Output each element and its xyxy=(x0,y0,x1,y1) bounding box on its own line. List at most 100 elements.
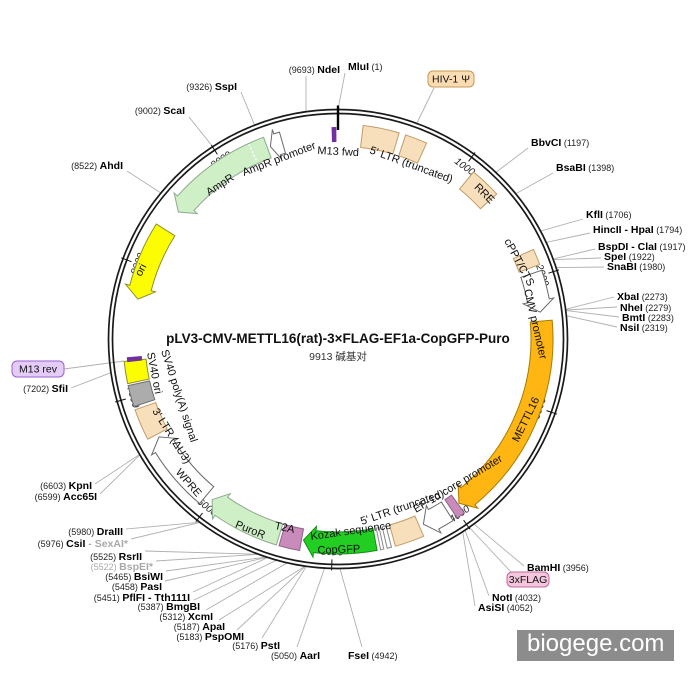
site-hinciihpai[interactable]: HincII - HpaI (1794) xyxy=(593,224,682,236)
site-csii[interactable]: (5976) CsiI - SexAI* xyxy=(38,538,129,550)
copgfp-cds-feature[interactable] xyxy=(302,524,378,559)
tick-4000 xyxy=(463,519,471,530)
ampr-signal-divider xyxy=(248,144,257,161)
tick-1000 xyxy=(468,152,476,162)
leader-line xyxy=(240,91,255,125)
site-draiii[interactable]: (5980) DraIII xyxy=(68,526,123,538)
leader-line xyxy=(218,566,305,621)
leader-line xyxy=(566,306,618,311)
site-nhei[interactable]: NheI (2279) xyxy=(620,302,671,314)
site-spei[interactable]: SpeI (1922) xyxy=(604,251,655,263)
site-apai[interactable]: (5187) ApaI xyxy=(174,621,225,633)
backbone-outer-circle xyxy=(107,108,569,570)
leader-line xyxy=(468,526,512,573)
puror-cds-feature[interactable] xyxy=(211,492,284,546)
site-kfli[interactable]: KflI (1706) xyxy=(586,209,631,221)
leader-line xyxy=(99,454,140,495)
leader-line xyxy=(416,87,435,124)
t2a-feature[interactable] xyxy=(278,523,305,552)
3xflag-tag-feature[interactable] xyxy=(444,494,466,519)
kozak-sequence-b-feature[interactable] xyxy=(375,526,385,551)
site-bspdiclai[interactable]: BspDI - ClaI (1917) xyxy=(598,241,685,253)
leader-line xyxy=(464,530,490,597)
site-sspi[interactable]: (9326) SspI xyxy=(186,81,237,93)
3xflag-pill[interactable]: 3xFLAG xyxy=(506,571,550,588)
site-bsabi[interactable]: BsaBI (1398) xyxy=(556,162,614,174)
leader-line xyxy=(565,296,615,310)
site-bamhi[interactable]: BamHI (3956) xyxy=(527,562,589,574)
rre-feature[interactable] xyxy=(458,171,498,210)
leader-line xyxy=(474,523,525,567)
site-asisi[interactable]: AsiSI (4052) xyxy=(478,602,533,614)
site-pspomi[interactable]: (5183) PspOMI xyxy=(176,631,244,643)
ori-feature[interactable] xyxy=(124,223,176,300)
site-scai[interactable]: (9002) ScaI xyxy=(135,105,185,117)
site-mlui[interactable]: MluI (1) xyxy=(348,61,383,73)
three-ltr-du3-feature[interactable] xyxy=(134,401,168,440)
leader-line xyxy=(165,556,266,572)
leader-line xyxy=(553,257,602,261)
sv40-ori-feature[interactable] xyxy=(123,358,150,385)
kozak-sequence-a-feature[interactable] xyxy=(381,525,393,549)
site-ndei[interactable]: (9693) NdeI xyxy=(289,64,340,76)
leader-line xyxy=(94,454,140,485)
site-ahdi[interactable]: (8522) AhdI xyxy=(71,160,123,172)
tick-2000 xyxy=(548,269,560,274)
site-xbai[interactable]: XbaI (2273) xyxy=(617,291,668,303)
site-bbvci[interactable]: BbvCI (1197) xyxy=(531,137,589,149)
m13-rev-primer-marker[interactable] xyxy=(126,356,143,363)
leader-line xyxy=(193,560,277,601)
leader-line xyxy=(70,372,111,389)
m13-fwd-label: M13 fwd xyxy=(317,145,359,159)
m13-rev-pill[interactable]: M13 rev xyxy=(11,360,65,378)
mettl16-cds-feature[interactable] xyxy=(457,319,554,510)
leader-line xyxy=(130,522,200,540)
ampr-promoter-feature[interactable] xyxy=(269,129,287,160)
site-bsiwi[interactable]: (5465) BsiWI xyxy=(105,571,163,583)
site-acc65i[interactable]: (6599) Acc65I xyxy=(35,491,97,503)
copgfp-label: CopGFP xyxy=(317,543,360,556)
ampr-cds-feature[interactable] xyxy=(173,136,272,215)
ef1a-core-promoter-feature[interactable] xyxy=(422,501,454,535)
site-psti[interactable]: (5176) PstI xyxy=(232,640,280,652)
leader-line xyxy=(126,170,161,194)
cmv-promoter-feature[interactable] xyxy=(520,269,556,313)
site-rsrii[interactable]: (5525) RsrII xyxy=(90,551,142,563)
site-pasi[interactable]: (5458) PasI xyxy=(112,581,162,593)
wpre-feature[interactable] xyxy=(150,436,215,505)
cppt-cts-feature[interactable] xyxy=(512,248,541,273)
leader-line xyxy=(337,72,346,110)
five-ltr-truncated-top-feature[interactable] xyxy=(360,124,400,155)
site-sfii[interactable]: (7202) SfiI xyxy=(23,383,68,395)
site-snabi[interactable]: SnaBI (1980) xyxy=(607,261,665,273)
site-pflfitth111i[interactable]: (5451) PflFI - Tth111I xyxy=(94,592,190,604)
m13-fwd-primer-marker[interactable] xyxy=(331,127,337,143)
site-xcmi[interactable]: (5312) XcmI xyxy=(159,611,213,623)
site-bspei[interactable]: (5522) BspEI* xyxy=(91,561,154,573)
site-fsei[interactable]: FseI (4942) xyxy=(348,650,398,662)
ori-label: ori xyxy=(133,262,149,278)
hiv1-psi-pill[interactable]: HIV-1 Ψ xyxy=(427,70,475,88)
sv40-polya-signal-feature[interactable] xyxy=(127,380,156,408)
leader-line xyxy=(495,147,529,173)
leader-line xyxy=(566,315,618,328)
site-kpni[interactable]: (6603) KpnI xyxy=(40,480,92,492)
tick-6000 xyxy=(195,512,203,522)
backbone-inner-circle xyxy=(111,112,565,566)
site-aari[interactable]: (5050) AarI xyxy=(271,650,320,662)
site-bmgbi[interactable]: (5387) BmgBI xyxy=(138,601,200,613)
leader-line xyxy=(553,248,596,260)
site-bmti[interactable]: BmtI (2283) xyxy=(622,312,674,324)
leader-line xyxy=(164,557,267,582)
leader-line xyxy=(566,310,620,318)
tick-9000 xyxy=(210,144,218,155)
leader-line xyxy=(125,521,200,530)
leader-line xyxy=(546,232,591,243)
site-noti[interactable]: NotI (4032) xyxy=(492,592,541,604)
leader-line xyxy=(205,562,287,611)
five-ltr-truncated-bottom-feature[interactable] xyxy=(388,515,425,547)
site-nsii[interactable]: NsiI (2319) xyxy=(620,322,668,334)
hiv1-psi-signal-feature[interactable] xyxy=(398,134,428,164)
watermark: biogege.com xyxy=(517,630,675,662)
